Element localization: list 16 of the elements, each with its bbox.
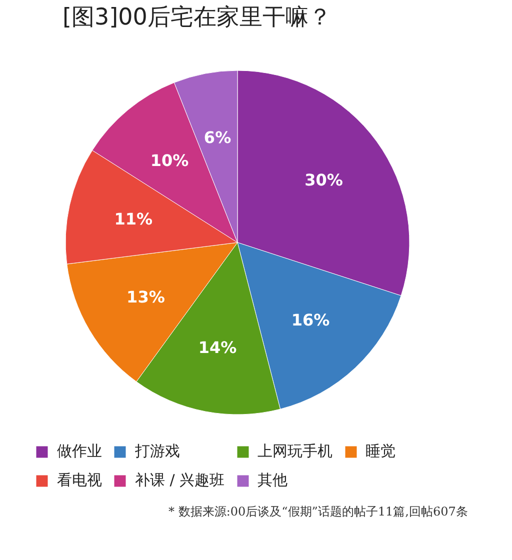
data-label: 13% [126,287,165,306]
text: * 数据来源:00后谈及“假期”话题的帖子11篇,回帖607条 [168,504,468,518]
legend-label: 打游戏 [135,442,180,461]
data-label: 6% [204,128,232,148]
legend-label: 上网玩手机 [258,442,333,461]
legend-label: 补课 / 兴趣班 [135,471,225,490]
data-label: 11% [114,210,153,229]
chart-title: [图3]00后宅在家里干嘛？ [62,4,332,30]
legend-label: 睡觉 [366,442,396,461]
legend-label: 看电视 [57,471,102,490]
data-label: 30% [304,170,343,190]
legend-label: 做作业 [57,442,102,461]
data-label: 14% [198,338,237,357]
data-label: 16% [291,310,330,330]
data-label: 10% [150,150,189,170]
legend-label: 其他 [258,471,288,490]
